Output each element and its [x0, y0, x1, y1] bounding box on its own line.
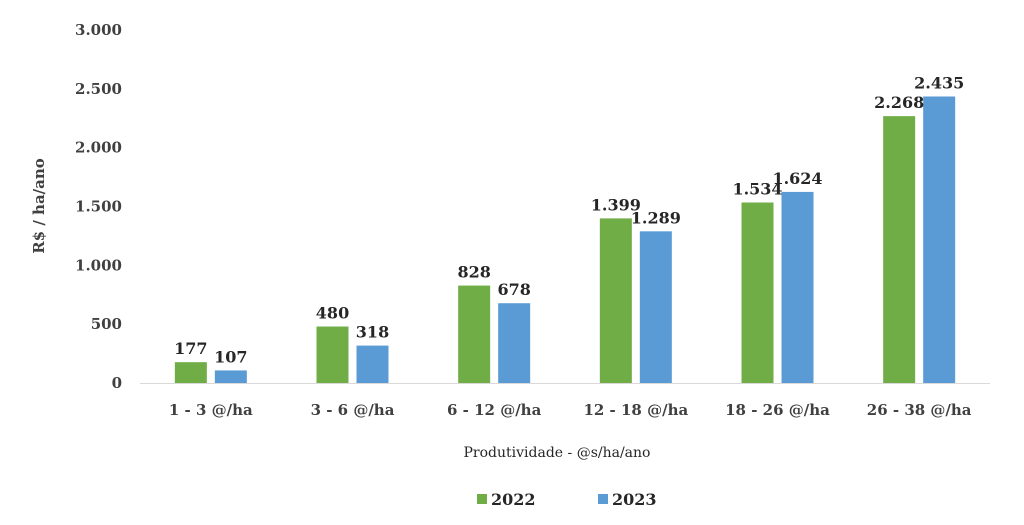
y-axis-title: R$ / ha/ano: [30, 158, 48, 254]
data-label-2023: 107: [214, 347, 247, 366]
data-label-2023: 318: [356, 323, 389, 342]
legend-item-2022: 2022: [477, 490, 536, 509]
bar-2023: [639, 231, 672, 383]
x-category-label: 6 - 12 @/ha: [447, 401, 542, 419]
bar-2023: [923, 96, 956, 384]
bar-2022: [741, 202, 774, 383]
y-tick-label: 0: [112, 374, 122, 392]
y-tick-label: 2.500: [75, 80, 122, 98]
y-tick-label: 500: [91, 315, 122, 333]
bar-2022: [599, 218, 632, 383]
data-label-2022: 1.399: [591, 195, 641, 214]
bar-2022: [883, 116, 916, 383]
bar-2023: [781, 191, 814, 383]
y-tick-label: 1.500: [75, 198, 122, 216]
x-category-label: 3 - 6 @/ha: [311, 401, 395, 419]
data-label-2022: 828: [457, 263, 490, 282]
bar-2022: [316, 326, 349, 383]
legend-swatch: [598, 494, 608, 504]
y-tick-label: 3.000: [75, 21, 122, 39]
data-label-2023: 1.289: [631, 208, 681, 227]
legend-label: 2023: [612, 490, 657, 509]
legend-item-2023: 2023: [598, 490, 657, 509]
legend: 2022 2023: [477, 490, 657, 509]
x-category-label: 12 - 18 @/ha: [583, 401, 688, 419]
data-label-2023: 2.435: [914, 73, 964, 92]
data-label-2022: 177: [174, 339, 207, 358]
y-tick-label: 1.000: [75, 256, 122, 274]
x-category-label: 1 - 3 @/ha: [169, 401, 253, 419]
bar-2023: [214, 370, 247, 383]
y-tick-label: 2.000: [75, 139, 122, 157]
x-axis-categories: 1 - 3 @/ha 3 - 6 @/ha 6 - 12 @/ha 12 - 18 @…: [169, 401, 972, 419]
legend-label: 2022: [491, 490, 536, 509]
x-category-label: 26 - 38 @/ha: [867, 401, 972, 419]
data-label-2023: 1.624: [772, 169, 822, 188]
bars: [174, 96, 956, 384]
data-label-2022: 1.534: [732, 179, 782, 198]
data-label-2022: 2.268: [874, 93, 924, 112]
y-axis-ticks: 0 500 1.000 1.500 2.000 2.500 3.000: [75, 21, 122, 392]
bar-2023: [498, 303, 531, 383]
x-category-label: 18 - 26 @/ha: [725, 401, 830, 419]
legend-swatch: [477, 494, 487, 504]
x-axis-title: Produtividade - @s/ha/ano: [464, 445, 651, 461]
bar-2022: [174, 362, 207, 383]
bar-2023: [356, 345, 389, 383]
data-label-2023: 678: [497, 280, 530, 299]
bar-2022: [458, 285, 491, 383]
data-label-2022: 480: [316, 304, 349, 323]
